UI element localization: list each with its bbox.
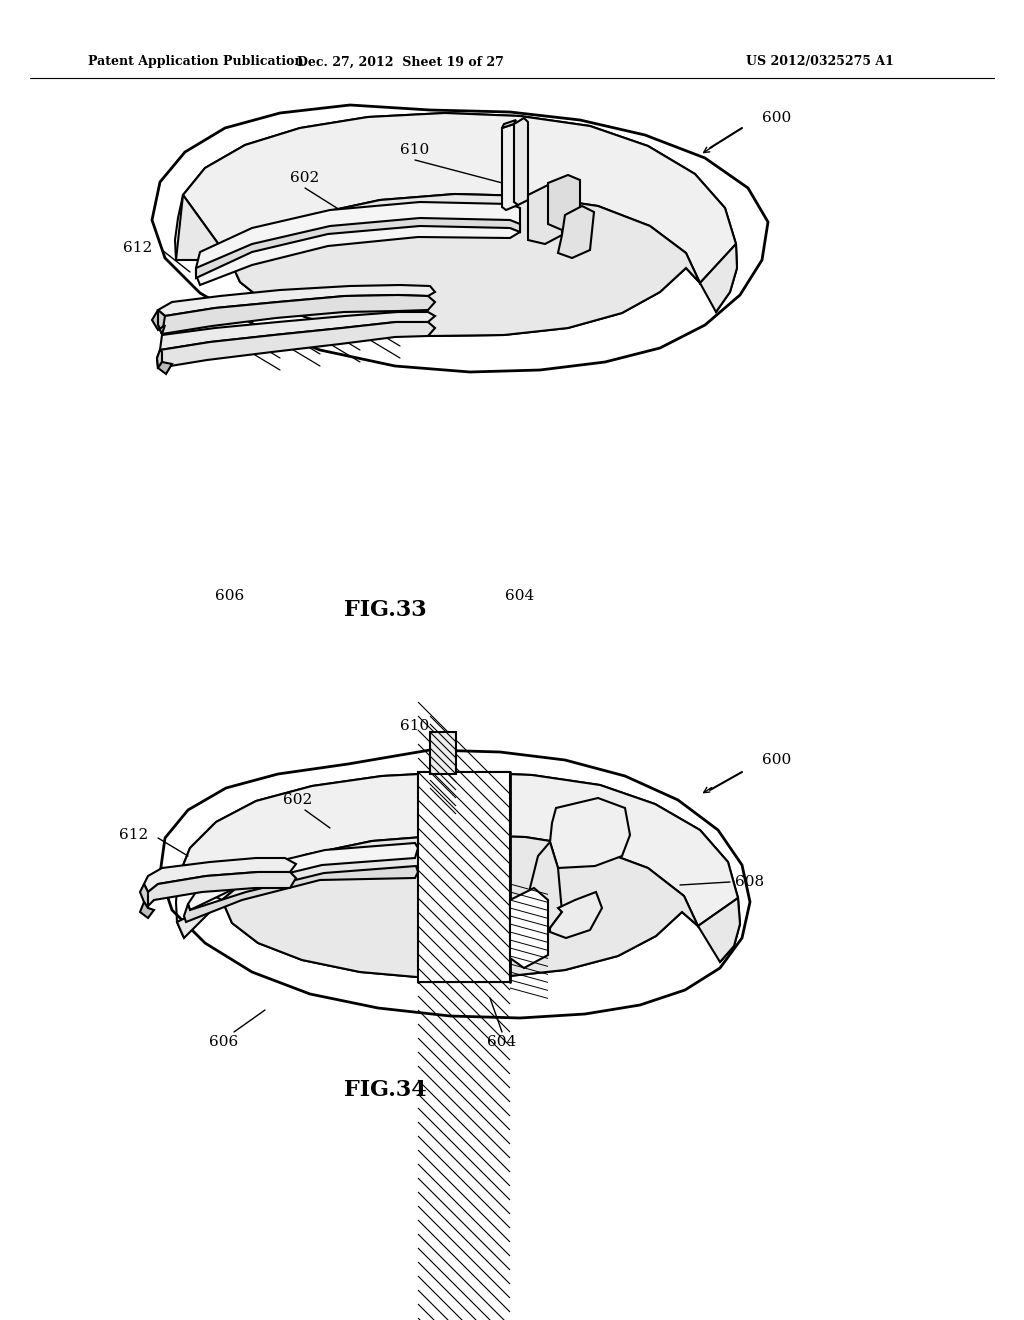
Polygon shape [152,310,165,334]
Polygon shape [178,772,738,927]
Polygon shape [502,124,518,210]
Polygon shape [157,322,435,368]
Polygon shape [158,285,435,315]
Text: 602: 602 [284,793,312,807]
Polygon shape [140,884,148,908]
Text: 606: 606 [215,589,245,603]
Polygon shape [183,114,736,282]
Polygon shape [502,120,516,128]
Polygon shape [528,185,562,244]
Polygon shape [140,902,154,917]
Polygon shape [158,310,165,334]
Text: 612: 612 [123,242,152,255]
Polygon shape [550,892,602,939]
Polygon shape [144,873,296,908]
Polygon shape [184,866,418,921]
Text: 602: 602 [291,172,319,185]
Text: 600: 600 [762,111,792,125]
Polygon shape [157,350,162,368]
Text: 600: 600 [762,752,792,767]
Text: Patent Application Publication: Patent Application Publication [88,55,303,69]
Text: FIG.33: FIG.33 [344,599,426,620]
Polygon shape [196,218,520,279]
Text: US 2012/0325275 A1: US 2012/0325275 A1 [746,55,894,69]
Text: 612: 612 [119,828,148,842]
Polygon shape [530,842,562,928]
Text: 604: 604 [487,1035,517,1049]
Text: 610: 610 [400,719,430,733]
Polygon shape [548,176,580,230]
Polygon shape [514,117,528,205]
Polygon shape [550,799,630,869]
Polygon shape [558,206,594,257]
Text: 606: 606 [209,1035,239,1049]
Polygon shape [176,194,737,337]
Polygon shape [177,836,740,978]
Text: 604: 604 [506,589,535,603]
Polygon shape [430,733,456,774]
Polygon shape [418,772,510,982]
Text: Dec. 27, 2012  Sheet 19 of 27: Dec. 27, 2012 Sheet 19 of 27 [297,55,504,69]
Polygon shape [158,362,172,374]
Polygon shape [158,294,435,334]
Polygon shape [144,858,296,892]
Text: 610: 610 [400,143,430,157]
Polygon shape [152,106,768,372]
Text: FIG.34: FIG.34 [344,1078,426,1101]
Polygon shape [510,888,548,968]
Polygon shape [196,202,520,285]
Polygon shape [160,312,435,350]
Text: 608: 608 [735,875,764,888]
Polygon shape [160,750,750,1018]
Polygon shape [188,843,418,909]
